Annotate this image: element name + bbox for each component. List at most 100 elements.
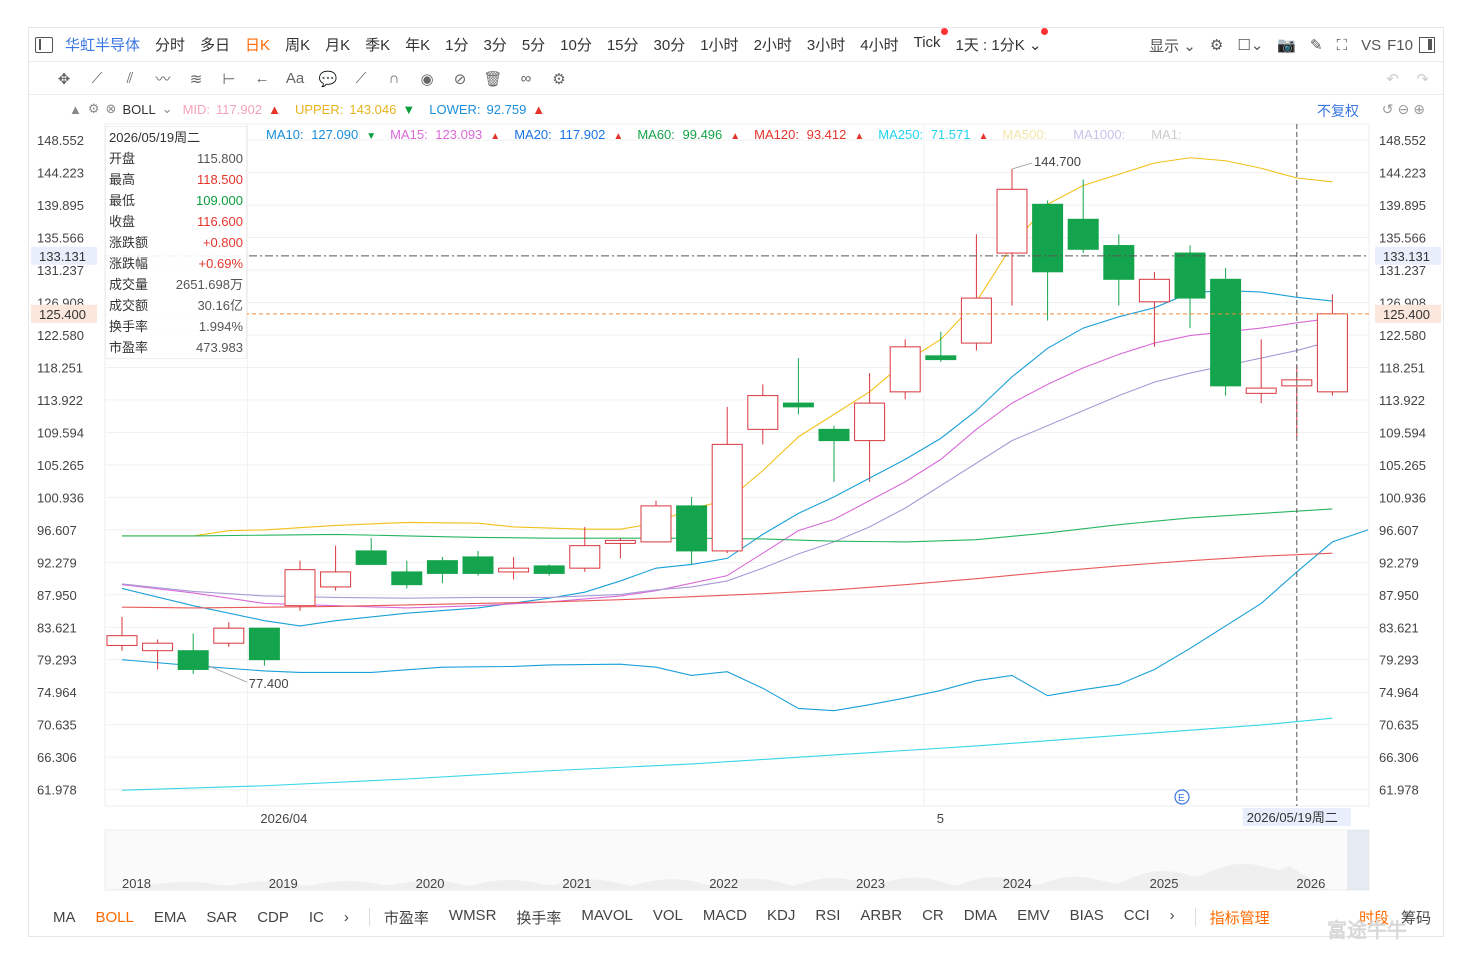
arrow-tool-icon[interactable]: ← <box>254 70 270 87</box>
indicator-name[interactable]: BOLL <box>122 101 156 117</box>
indicator-tab[interactable]: CDP <box>257 908 289 926</box>
candle-body <box>960 297 992 344</box>
timeframe-tab[interactable]: Tick <box>914 28 948 55</box>
indicator-tab[interactable]: MACD <box>702 906 748 924</box>
ma-legend-item: MA1000: <box>1073 127 1126 142</box>
indicator-tab[interactable]: DMA <box>963 906 998 924</box>
pen-icon[interactable]: ✎ <box>1310 37 1323 54</box>
display-menu[interactable]: 显示 ⌄ <box>1149 37 1196 55</box>
timeframe-tab[interactable]: 日K <box>245 37 271 54</box>
ohlc-info-box: 2026/05/19周二 开盘 115.800 最高 118.500 最低 109.000… <box>105 126 247 359</box>
adjust-toggle[interactable]: 不复权 <box>1317 103 1359 119</box>
redo-icon[interactable]: ↷ <box>1416 70 1429 88</box>
eraser-tool-icon[interactable]: ⟋ <box>355 70 367 87</box>
indicator-tab[interactable]: EMV <box>1017 906 1050 924</box>
side-panel-icon[interactable] <box>1419 37 1435 53</box>
camera-icon[interactable]: 📷 <box>1277 37 1297 54</box>
indicator-close-icon[interactable]: ⊗ <box>105 101 117 116</box>
indicator-tab[interactable]: 时段 <box>1358 909 1389 927</box>
timeframe-tab[interactable]: 4小时 <box>860 37 899 54</box>
line-tool-icon[interactable]: ⟋ <box>91 70 103 87</box>
ma-legend-item: MA120: 93.412 ▲ <box>754 127 865 142</box>
indicator-tab[interactable]: ARBR <box>860 906 903 924</box>
magnet-icon[interactable]: ∩ <box>388 70 400 87</box>
stock-name[interactable]: 华虹半导体 <box>65 37 141 54</box>
wave-tool-icon[interactable]: 〰 <box>155 71 171 88</box>
candle-body <box>1210 278 1242 387</box>
indicator-tab[interactable]: › <box>1169 906 1175 924</box>
fullscreen-icon[interactable]: ⛶ <box>1336 36 1348 54</box>
timeframe-tab[interactable]: 3分 <box>483 37 507 54</box>
vs-button[interactable]: VS <box>1361 36 1382 54</box>
indicator-tab[interactable]: › <box>343 908 349 926</box>
timeframe-tab[interactable]: 2小时 <box>753 37 792 54</box>
indicator-tab[interactable]: CR <box>922 906 944 924</box>
indicator-tab[interactable]: RSI <box>815 906 841 924</box>
indicator-tab[interactable]: BOLL <box>95 908 134 926</box>
candle-body <box>426 560 458 574</box>
channel-tool-icon[interactable]: ⫽ <box>126 70 134 87</box>
y-tick-label-right: 113.922 <box>1379 393 1425 408</box>
indicator-dropdown-icon[interactable]: ⌄ <box>161 101 173 116</box>
indicator-tab[interactable]: EMA <box>153 908 187 926</box>
timeframe-tab[interactable]: 月K <box>325 37 351 54</box>
indicator-tab[interactable]: VOL <box>652 906 683 924</box>
indicator-tab[interactable]: IC <box>308 908 324 926</box>
note-tool-icon[interactable]: 💬 <box>318 70 338 88</box>
mid-arrow-icon: ▲ <box>268 101 281 117</box>
candlestick-chart[interactable]: 148.552 148.552 144.223 144.223 139.895 139.8… <box>29 28 1445 938</box>
indicator-manage-button[interactable]: 指标管理 <box>1209 909 1270 927</box>
measure-tool-icon[interactable]: ⊢ <box>222 70 236 88</box>
timeframe-tab[interactable]: 1天 : 1分K ⌄ <box>956 28 1049 55</box>
indicator-tab[interactable]: MA <box>53 908 76 926</box>
indicator-tab[interactable]: 筹码 <box>1400 909 1431 927</box>
candle-body <box>1032 203 1064 273</box>
panel-tools[interactable]: ↺⊖⊕ <box>1381 101 1429 117</box>
timeframe-tab[interactable]: 季K <box>365 37 391 54</box>
timeframe-tab[interactable]: 1小时 <box>700 37 739 54</box>
indicator-tab[interactable]: KDJ <box>767 906 796 924</box>
candle-body <box>533 565 565 574</box>
candle-body <box>854 402 886 442</box>
timeframe-tab[interactable]: 周K <box>285 37 311 54</box>
text-tool-icon[interactable]: Aa <box>285 70 305 87</box>
f10-button[interactable]: F10 <box>1387 36 1413 54</box>
y-tick-label-left: 144.223 <box>37 166 84 181</box>
draw-settings-icon[interactable]: ⚙ <box>552 70 566 88</box>
trash-icon[interactable]: 🗑 <box>483 70 503 88</box>
indicator-tab[interactable]: 市盈率 <box>383 909 429 927</box>
indicator-tab[interactable]: WMSR <box>448 906 497 924</box>
collapse-icon[interactable]: ▲ <box>69 101 82 117</box>
indicator-tab[interactable]: CCI <box>1123 906 1150 924</box>
crosshair-price-left: 125.400 <box>39 307 86 322</box>
timeframe-tab[interactable]: 10分 <box>560 37 592 54</box>
mid-value: 117.902 <box>216 101 263 117</box>
timeframe-tab[interactable]: 1分 <box>445 37 469 54</box>
fib-tool-icon[interactable]: ≋ <box>189 70 203 88</box>
move-icon[interactable]: ✥ <box>57 70 71 88</box>
overview-year-label: 2021 <box>562 876 591 891</box>
timeframe-tab[interactable]: 年K <box>405 37 431 54</box>
timeframe-tab[interactable]: 5分 <box>521 37 546 54</box>
indicator-settings-icon[interactable]: ⚙ <box>87 101 100 116</box>
ma-legend-item: MA250: 71.571 ▲ <box>878 127 989 142</box>
timeframe-tab[interactable]: 3小时 <box>806 37 846 54</box>
settings-icon[interactable]: ⚙ <box>1209 37 1224 54</box>
timeframe-tab[interactable]: 分时 <box>155 37 186 54</box>
eye-icon[interactable]: ◉ <box>420 70 434 88</box>
timeframe-tab[interactable]: 15分 <box>606 37 639 54</box>
notify-dot-icon <box>940 28 948 35</box>
timeframe-tab[interactable]: 30分 <box>653 37 686 54</box>
hide-icon[interactable]: ⊘ <box>453 70 467 88</box>
sidebar-toggle-icon[interactable] <box>35 36 53 53</box>
info-date: 2026/05/19周二 <box>109 130 201 145</box>
timeframe-tab[interactable]: 多日 <box>200 37 231 54</box>
indicator-tab[interactable]: BIAS <box>1069 906 1104 924</box>
indicator-tab[interactable]: 换手率 <box>516 909 562 927</box>
indicator-tab[interactable]: MAVOL <box>581 906 633 924</box>
layout-icon[interactable]: ☐⌄ <box>1237 37 1264 54</box>
indicator-tab[interactable]: SAR <box>206 908 238 926</box>
link-icon[interactable]: ∞ <box>520 70 532 87</box>
y-tick-label-left: 139.895 <box>37 198 84 213</box>
undo-icon[interactable]: ↶ <box>1386 70 1399 88</box>
